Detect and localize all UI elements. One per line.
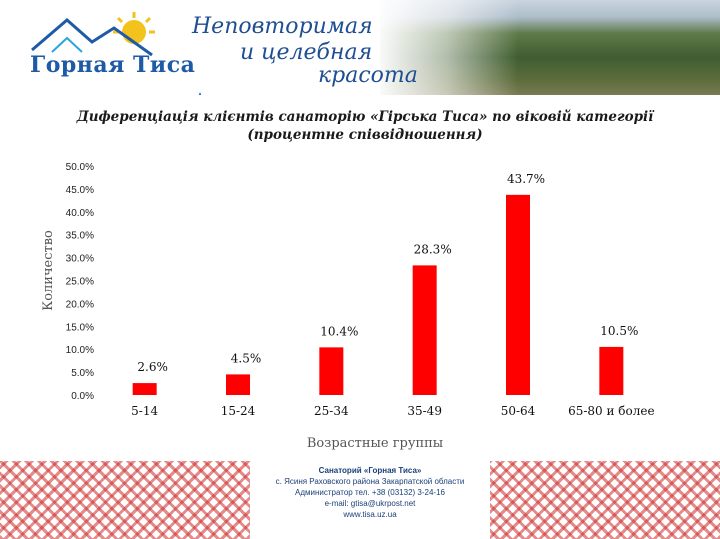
bar	[506, 194, 530, 395]
chart-canvas: 0.0% 5.0% 10.0% 15.0% 20.0% 25.0% 30.0% 35.0% 40…	[41, 162, 655, 451]
slogan-line-1: Неповторимая	[192, 14, 373, 39]
y-tick-label: 45.0%	[66, 185, 94, 196]
x-axis-title: Возрастные группы	[307, 436, 443, 451]
bars	[132, 194, 624, 395]
phone: Администратор тел. +38 (03132) 3-24-16	[295, 488, 445, 497]
y-tick-label: 50.0%	[66, 162, 94, 173]
header-fade	[0, 0, 720, 95]
logo: Горная Тиса	[22, 10, 202, 95]
y-tick-label: 35.0%	[66, 231, 94, 242]
bar	[132, 383, 157, 395]
header-banner: Горная Тиса Неповторимая и целебная крас…	[0, 0, 720, 95]
y-tick-label: 30.0%	[66, 254, 94, 265]
data-label: 4.5%	[231, 351, 262, 365]
data-label: 10.5%	[600, 324, 638, 338]
bar	[319, 347, 344, 395]
y-axis-title: Количество	[41, 230, 56, 311]
y-tick-label: 5.0%	[71, 368, 94, 379]
website-link[interactable]: www.tisa.uz.ua	[343, 510, 397, 519]
email-link[interactable]: e-mail: gtisa@ukrpost.net	[324, 499, 416, 508]
mountain-sun-icon	[31, 12, 202, 95]
y-tick-label: 40.0%	[66, 208, 94, 219]
slogan-line-3: красота	[318, 63, 418, 88]
chart-title-line-1: Диференціація клієнтів санаторію «Гірськ…	[76, 109, 654, 125]
slogan-line-2: и целебная	[240, 40, 373, 65]
footer-text-background	[250, 461, 490, 539]
footer: Санаторий «Горная Тиса» с. Ясиня Раховск…	[0, 461, 720, 539]
chart-title-line-2: (процентне співвідношення)	[247, 127, 483, 143]
data-label: 28.3%	[414, 242, 452, 256]
bar	[226, 374, 250, 395]
data-label: 43.7%	[507, 172, 545, 186]
x-tick-label: 50-64	[501, 404, 536, 418]
y-tick-label: 10.0%	[66, 345, 94, 356]
data-label: 2.6%	[137, 360, 168, 374]
x-tick-label: 65-80 и более	[568, 404, 655, 418]
chart-title: Диференціація клієнтів санаторію «Гірськ…	[70, 108, 660, 144]
category-labels: 5-14 15-24 25-34 35-49 50-64 65-80 и более	[131, 404, 654, 418]
data-label: 10.4%	[320, 324, 358, 338]
y-axis-ticks: 0.0% 5.0% 10.0% 15.0% 20.0% 25.0% 30.0% 35.0% 40…	[66, 162, 94, 402]
value-labels: 2.6% 4.5% 10.4% 28.3% 43.7% 10.5%	[137, 172, 638, 374]
bar	[412, 265, 437, 395]
x-tick-label: 35-49	[407, 404, 442, 418]
logo-text: Горная Тиса	[30, 52, 196, 78]
y-tick-label: 25.0%	[66, 277, 94, 288]
y-tick-label: 20.0%	[66, 299, 94, 310]
y-tick-label: 15.0%	[66, 322, 94, 333]
x-tick-label: 15-24	[221, 404, 256, 418]
x-tick-label: 25-34	[314, 404, 349, 418]
x-tick-label: 5-14	[131, 404, 158, 418]
contact-block: Санаторий «Горная Тиса» с. Ясиня Раховск…	[250, 465, 490, 520]
address: с. Ясиня Раховского района Закарпатской …	[275, 477, 465, 486]
sanatorium-name: Санаторий «Горная Тиса»	[318, 466, 422, 475]
y-tick-label: 0.0%	[71, 391, 94, 402]
bar	[599, 346, 624, 395]
bar-chart: 0.0% 5.0% 10.0% 15.0% 20.0% 25.0% 30.0% 35.0% 40…	[0, 150, 720, 460]
